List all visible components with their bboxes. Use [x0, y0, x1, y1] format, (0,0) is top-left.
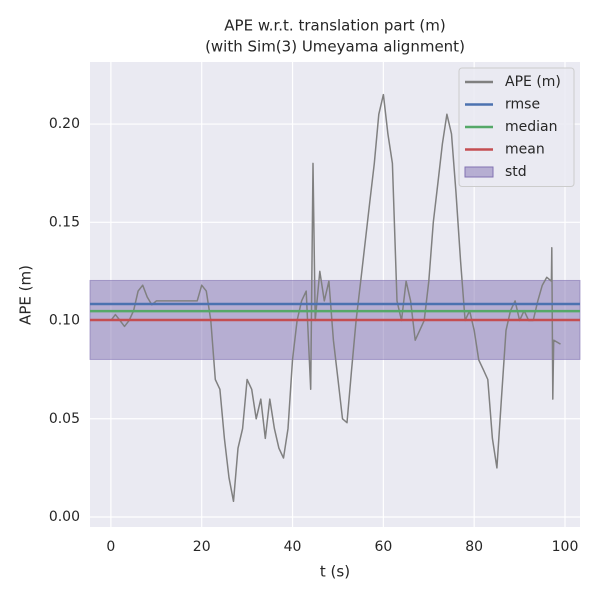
x-tick-label: 100 [552, 539, 579, 555]
chart-title: APE w.r.t. translation part (m) [224, 17, 445, 35]
legend-label: median [505, 119, 557, 135]
y-tick-label: 0.20 [49, 116, 80, 132]
y-tick-label: 0.15 [49, 214, 80, 230]
x-tick-label: 60 [374, 539, 392, 555]
legend-label: APE (m) [505, 74, 561, 90]
y-axis-label: APE (m) [17, 265, 35, 325]
y-tick-label: 0.00 [49, 509, 80, 525]
y-tick-label: 0.10 [49, 313, 80, 329]
legend-label: std [505, 164, 527, 180]
ape-line [110, 93, 561, 503]
legend-label: rmse [505, 97, 540, 113]
x-tick-label: 0 [106, 539, 115, 555]
x-tick-label: 20 [193, 539, 211, 555]
legend-label: mean [505, 142, 545, 158]
legend-swatch [464, 166, 494, 178]
x-tick-label: 80 [465, 539, 483, 555]
legend-box [458, 67, 575, 187]
x-axis-label: t (s) [320, 563, 350, 581]
x-tick-label: 40 [284, 539, 302, 555]
y-tick-label: 0.05 [49, 411, 80, 427]
chart-subtitle: (with Sim(3) Umeyama alignment) [205, 38, 465, 56]
